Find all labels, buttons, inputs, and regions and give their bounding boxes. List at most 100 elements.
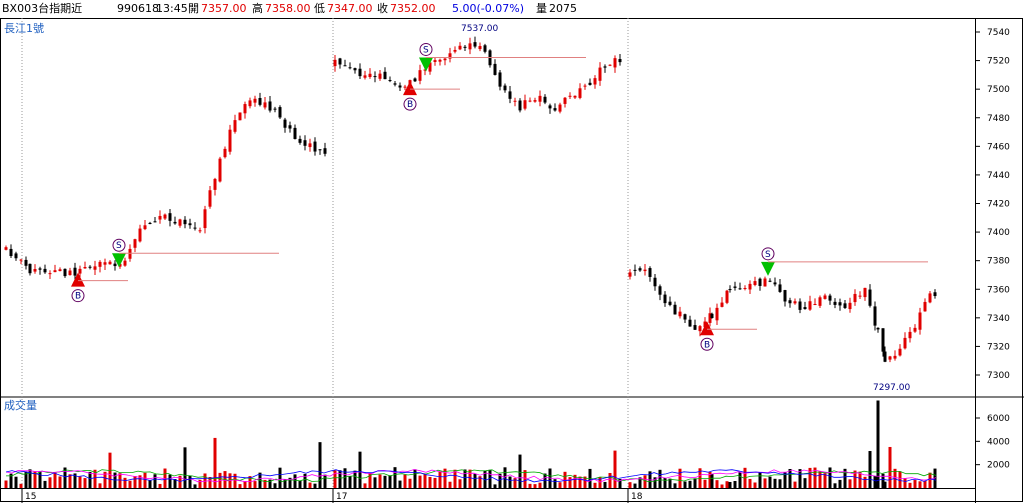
volume-bar [118, 473, 122, 488]
price-panel-title: 長江1號 [4, 22, 44, 35]
candle-body [638, 268, 642, 271]
candle-body [503, 85, 507, 91]
volume-bar [453, 469, 457, 488]
candle-body [268, 101, 272, 111]
candle-body [743, 288, 747, 290]
sell-badge-icon [112, 238, 126, 252]
candle-body [913, 327, 917, 332]
candle-body [493, 63, 497, 75]
candle-body [123, 260, 127, 266]
volume-bar [720, 484, 724, 488]
volume-bar [443, 468, 447, 488]
candle-body [828, 295, 832, 301]
volume-bar [663, 478, 667, 488]
candle-body [928, 293, 932, 303]
candle-body [583, 85, 587, 87]
volume-bar [343, 468, 347, 488]
candle-body [753, 281, 757, 286]
volume-bar [813, 467, 817, 488]
volume-bar [73, 473, 77, 488]
volume-bar [503, 467, 507, 488]
volume-bar [93, 469, 97, 488]
volume-bar [168, 474, 172, 488]
candle-body [618, 59, 622, 63]
candle-body [448, 53, 452, 59]
candle-body [108, 261, 112, 265]
volume-bar [143, 472, 147, 488]
volume-bar [133, 475, 137, 488]
volume-bar [9, 473, 13, 488]
candle-body [708, 313, 712, 323]
candle-body [228, 129, 232, 152]
candle-body [19, 259, 23, 261]
volume-bar [583, 476, 587, 488]
candle-body [898, 348, 902, 356]
volume-bar [678, 468, 682, 488]
sell-triangle-icon [761, 261, 775, 276]
price-annotation: 7297.00 [873, 383, 910, 393]
volume-bar [568, 477, 572, 488]
candle-body [223, 148, 227, 158]
volume-bar [398, 480, 402, 488]
volume-bar [881, 473, 885, 488]
candle-body [63, 268, 67, 277]
volume-bar [573, 474, 577, 488]
candle-body [720, 302, 724, 307]
volume-bar [103, 471, 107, 488]
candle-body [413, 78, 417, 82]
candle-body [453, 49, 457, 52]
candle-body [293, 127, 297, 139]
volume-bar [688, 480, 692, 488]
buy-triangle-icon [71, 272, 85, 287]
price-tick-label: 7460 [987, 142, 1010, 152]
volume-bar [403, 474, 407, 488]
volume-bar [853, 470, 857, 488]
candle-body [788, 300, 792, 304]
candle-body [318, 149, 322, 151]
volume-bar [553, 479, 557, 488]
volume-bar [313, 483, 317, 488]
sell-badge-letter: S [765, 250, 771, 260]
volume-bar [363, 483, 367, 488]
chart-frame [0, 18, 1023, 502]
candle-body [758, 278, 762, 286]
candle-body [710, 313, 714, 319]
candle-body [883, 351, 887, 362]
candle-body [33, 269, 37, 272]
volume-bar [273, 483, 277, 488]
volume-label: 量 [536, 2, 547, 15]
volume-bar [14, 476, 18, 488]
price-tick-label: 7360 [987, 285, 1010, 295]
candle-body [213, 178, 217, 190]
buy-badge-letter: B [407, 100, 413, 110]
candle-body [848, 302, 852, 310]
volume-bar [658, 469, 662, 488]
candle-body [858, 295, 862, 297]
buy-badge-icon [71, 289, 85, 303]
volume-bar [513, 478, 517, 488]
candle-body [688, 319, 692, 327]
volume-bar [803, 478, 807, 488]
candle-body [248, 100, 252, 107]
candle-body [643, 269, 647, 272]
candle-body [923, 301, 927, 312]
volume-bar [28, 469, 32, 488]
volume-bar [683, 481, 687, 488]
candle-body [633, 269, 637, 271]
volume-bar [488, 469, 492, 488]
candle-body [728, 289, 732, 291]
candle-body [178, 219, 182, 226]
candle-body [258, 97, 262, 105]
volume-tick-label: 6000 [987, 414, 1010, 424]
candle-body [863, 287, 867, 298]
volume-ma-line [5, 469, 937, 483]
price-tick-label: 7440 [987, 171, 1010, 181]
candle-body [553, 108, 557, 111]
day-label: 18 [631, 492, 643, 502]
volume-bar [838, 479, 842, 488]
volume-tick-label: 2000 [987, 461, 1010, 471]
volume-bar [278, 467, 282, 488]
volume-bar [638, 477, 642, 488]
volume-bar [710, 474, 714, 488]
volume-bar [338, 470, 342, 488]
